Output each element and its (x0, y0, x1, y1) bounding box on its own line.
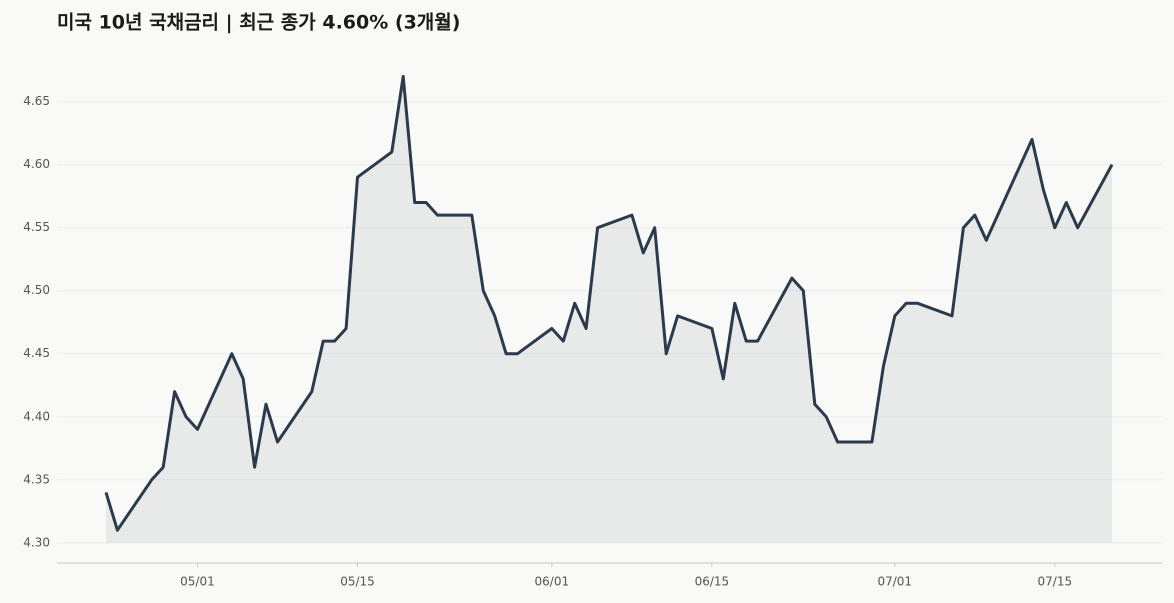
y-tick-label: 4.45 (23, 346, 50, 360)
x-tick-label: 06/01 (535, 575, 570, 589)
y-tick-label: 4.60 (23, 157, 50, 171)
x-tick-label: 07/01 (877, 575, 912, 589)
y-tick-label: 4.40 (23, 409, 50, 423)
x-tick-label: 05/15 (340, 575, 375, 589)
chart-title: 미국 10년 국채금리 | 최근 종가 4.60% (3개월) (57, 12, 460, 34)
y-tick-label: 4.35 (23, 472, 50, 486)
y-tick-label: 4.30 (23, 535, 50, 549)
x-tick-label: 07/15 (1038, 575, 1073, 589)
x-tick-label: 06/15 (695, 575, 730, 589)
y-tick-label: 4.65 (23, 94, 50, 108)
area (106, 76, 1112, 543)
x-tick-label: 05/01 (180, 575, 215, 589)
line (104, 74, 1114, 532)
y-tick-label: 4.50 (23, 283, 50, 297)
y-tick-label: 4.55 (23, 220, 50, 234)
